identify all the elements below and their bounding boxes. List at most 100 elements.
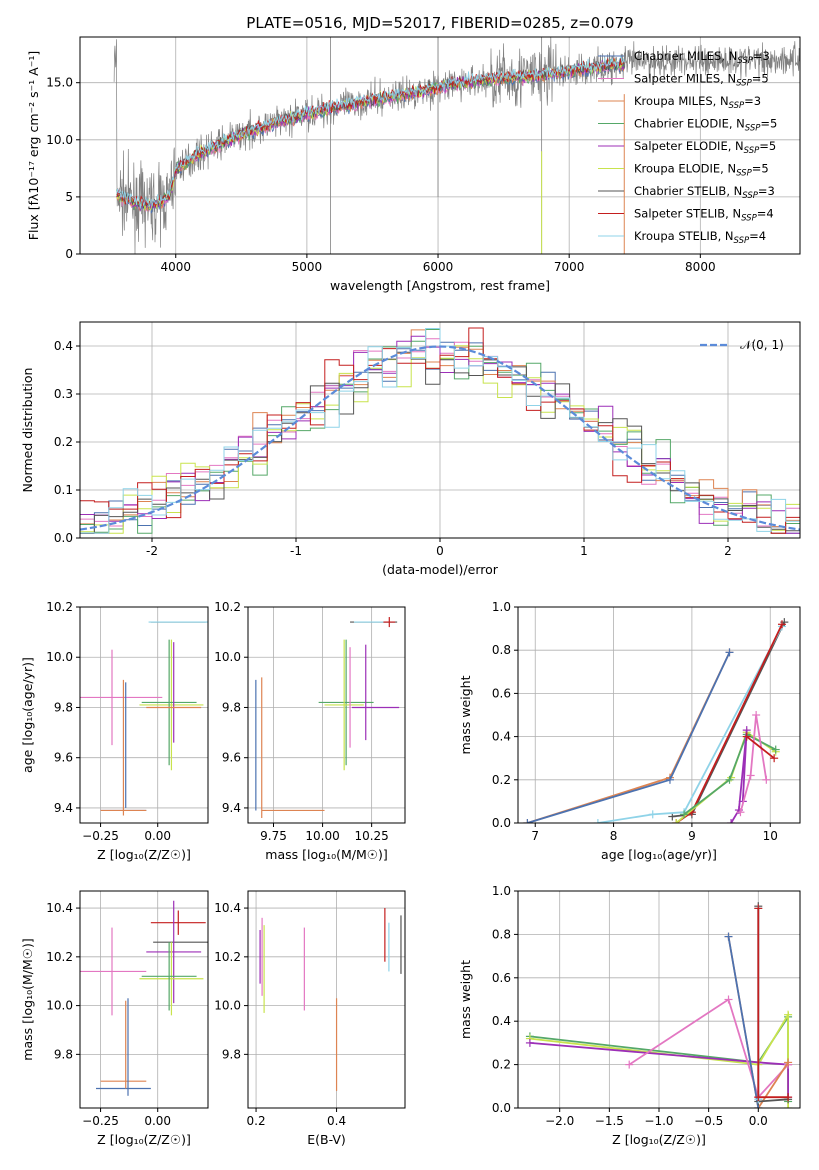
x-tick-label: 2 xyxy=(724,544,732,558)
x-tick-label: -2 xyxy=(146,544,158,558)
errorbar-point-SalpeterSTELIB xyxy=(150,910,206,935)
legend-label-KroupaELODIE: Kroupa ELODIE, NSSP=5 xyxy=(634,162,769,179)
panel-mass-vs-Z: −0.25 0.00 9.8 10.0 10.2 10.4 Z [log₁₀(Z/Z☉)] m… xyxy=(20,890,209,1147)
x-tick-label: −2.0 xyxy=(545,1114,574,1128)
y-tick-label: 15.0 xyxy=(46,76,73,90)
weight-line-SalpeterELODIE xyxy=(529,1042,789,1098)
legend-label-normal: 𝒩(0, 1) xyxy=(740,338,784,352)
weight-marker-SalpeterELODIE xyxy=(727,819,736,823)
errorbar-point-KroupaELODIE xyxy=(324,639,364,771)
axes-frame xyxy=(247,890,406,1109)
x-tick-label: −0.25 xyxy=(82,1114,119,1128)
weight-line-SalpeterELODIE xyxy=(730,730,748,823)
weight-marker-SalpeterSTELIB xyxy=(742,732,751,741)
x-tick-label: 0.2 xyxy=(247,1114,266,1128)
errorbar-point-ChabrierELODIE xyxy=(318,639,374,766)
weight-marker-SalpeterSTELIB xyxy=(784,1093,793,1102)
y-tick-label: 0.3 xyxy=(54,387,73,401)
model-line-KroupaSTELIB xyxy=(116,55,625,209)
weight-marker-ChabrierMILES xyxy=(665,775,674,784)
y-tick-label: 9.4 xyxy=(222,801,241,815)
legend: Chabrier MILES, NSSP=3 Salpeter MILES, NS… xyxy=(598,49,777,246)
grid xyxy=(248,891,405,1108)
x-tick-label: 0.4 xyxy=(327,1114,346,1128)
legend-label-SalpeterSTELIB: Salpeter STELIB, NSSP=4 xyxy=(634,207,774,224)
errorbar-point-SalpeterMILES xyxy=(80,649,163,746)
y-tick-label: 0.2 xyxy=(492,1058,511,1072)
weight-marker-KroupaSTELIB xyxy=(593,819,602,823)
normal-curve xyxy=(80,345,800,531)
weight-marker-ChabrierMILES xyxy=(724,932,733,941)
weight-marker-ChabrierMILES xyxy=(523,819,532,823)
legend-label-ChabrierELODIE: Chabrier ELODIE, NSSP=5 xyxy=(634,117,777,134)
y-tick-label: 5 xyxy=(65,190,73,204)
histogram-KroupaSTELIB xyxy=(80,328,800,534)
y-tick-label: 0.6 xyxy=(492,971,511,985)
y-tick-label: 0.6 xyxy=(492,686,511,700)
y-tick-label: 10.4 xyxy=(46,901,73,915)
plot-area xyxy=(80,621,208,816)
panel-age-vs-Z: −0.25 0.00 9.4 9.6 9.8 10.0 10.2 Z [log₁₀(Z/Z☉)… xyxy=(20,600,209,862)
errorbar-point-KroupaELODIE xyxy=(139,942,204,1016)
axes-frame xyxy=(517,606,801,824)
y-tick-label: 0.0 xyxy=(492,1101,511,1115)
x-tick-label: −1.5 xyxy=(595,1114,624,1128)
x-tick-label: 6000 xyxy=(423,260,454,274)
weight-line-ChabrierMILES xyxy=(727,936,760,1108)
y-tick-label: 0 xyxy=(65,247,73,261)
x-axis-label: Z [log₁₀(Z/Z☉)] xyxy=(97,1132,191,1147)
weight-marker-SalpeterMILES xyxy=(746,771,755,780)
y-tick-label: 10.0 xyxy=(46,133,73,147)
y-tick-label: 0.8 xyxy=(492,927,511,941)
weight-marker-SalpeterSTELIB xyxy=(754,904,763,913)
y-axis-label: Flux [fλ10⁻¹⁷ erg cm⁻² s⁻¹ A⁻¹] xyxy=(26,51,41,240)
x-axis-label: wavelength [Angstrom, rest frame] xyxy=(330,278,550,293)
x-tick-label: 9 xyxy=(688,829,696,843)
legend-label-KroupaMILES: Kroupa MILES, NSSP=3 xyxy=(634,94,761,111)
y-axis-label: Normed distribution xyxy=(20,368,35,493)
x-tick-label: 5000 xyxy=(292,260,323,274)
y-tick-label: 10.2 xyxy=(46,600,73,614)
weight-marker-SalpeterELODIE xyxy=(525,1038,534,1047)
y-tick-label: 0.0 xyxy=(54,531,73,545)
y-tick-label: 10.0 xyxy=(46,999,73,1013)
figure-title: PLATE=0516, MJD=52017, FIBERID=0285, z=0… xyxy=(246,14,633,32)
errorbar-point-SalpeterMILES xyxy=(80,927,147,1016)
y-tick-label: 10.0 xyxy=(214,999,241,1013)
errorbar-point-SalpeterSTELIB xyxy=(383,617,396,628)
y-tick-label: 0.2 xyxy=(492,773,511,787)
weight-marker-SalpeterMILES xyxy=(736,808,745,817)
x-tick-label: 0 xyxy=(436,544,444,558)
panel-spectrum: 4000 5000 6000 7000 8000 0 5 10.0 15.0 wavelength… xyxy=(26,36,801,293)
legend-label-SalpeterELODIE: Salpeter ELODIE, NSSP=5 xyxy=(634,139,776,156)
x-tick-label: 10 xyxy=(763,829,778,843)
y-tick-label: 9.8 xyxy=(54,700,73,714)
y-axis-label: mass [log₁₀(M/M☉)] xyxy=(20,938,35,1060)
weight-marker-SalpeterSTELIB xyxy=(770,754,779,763)
x-tick-label: 0.00 xyxy=(144,829,171,843)
y-axis-label: age [log₁₀(age/yr)] xyxy=(20,657,35,773)
y-tick-label: 0.4 xyxy=(492,730,511,744)
axes-frame xyxy=(247,606,406,824)
y-axis-label: mass weight xyxy=(458,675,473,754)
weight-marker-ChabrierELODIE xyxy=(725,775,734,784)
y-tick-label: 9.8 xyxy=(222,700,241,714)
weight-marker-ChabrierELODIE xyxy=(680,810,689,819)
x-axis-label: Z [log₁₀(Z/Z☉)] xyxy=(97,847,191,862)
x-tick-label: 0.0 xyxy=(749,1114,768,1128)
weight-marker-SalpeterMILES xyxy=(625,1060,634,1069)
y-tick-label: 10.4 xyxy=(214,901,241,915)
weight-line-SalpeterSTELIB xyxy=(746,735,775,759)
y-tick-label: 10.0 xyxy=(46,650,73,664)
x-tick-label: 1 xyxy=(580,544,588,558)
y-tick-label: 10.2 xyxy=(214,950,241,964)
axes-frame xyxy=(79,890,209,1109)
axes-frame xyxy=(79,606,209,824)
y-tick-label: 9.4 xyxy=(54,801,73,815)
y-tick-label: 0.0 xyxy=(492,816,511,830)
y-tick-label: 0.2 xyxy=(54,435,73,449)
y-tick-label: 0.8 xyxy=(492,643,511,657)
plot-area xyxy=(525,902,793,1108)
weight-marker-KroupaELODIE xyxy=(784,1010,793,1019)
